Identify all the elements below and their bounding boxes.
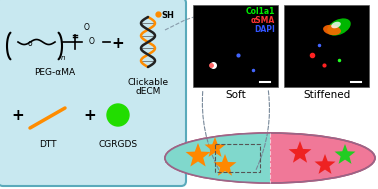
- Polygon shape: [288, 141, 311, 163]
- Text: O: O: [89, 37, 95, 46]
- Text: PEG-αMA: PEG-αMA: [34, 68, 76, 77]
- Polygon shape: [186, 143, 211, 167]
- Text: O: O: [84, 23, 90, 32]
- Text: Clickable: Clickable: [127, 78, 169, 87]
- Ellipse shape: [165, 133, 375, 183]
- Text: dECM: dECM: [135, 87, 161, 96]
- Text: αSMA: αSMA: [251, 16, 275, 25]
- Ellipse shape: [331, 22, 341, 28]
- Text: DAPI: DAPI: [254, 25, 275, 34]
- FancyBboxPatch shape: [0, 0, 186, 186]
- Polygon shape: [314, 154, 335, 174]
- Circle shape: [107, 104, 129, 126]
- Bar: [215, 144, 260, 172]
- Polygon shape: [214, 154, 236, 176]
- Ellipse shape: [165, 133, 375, 183]
- Text: Soft: Soft: [225, 90, 246, 100]
- Text: +: +: [12, 108, 24, 122]
- Text: n: n: [61, 55, 65, 61]
- Text: +: +: [84, 108, 96, 122]
- Ellipse shape: [323, 25, 341, 35]
- Bar: [284, 5, 369, 87]
- Bar: [193, 5, 278, 87]
- Ellipse shape: [327, 18, 351, 36]
- Text: CGRGDS: CGRGDS: [98, 140, 138, 149]
- Polygon shape: [204, 137, 225, 157]
- Text: Col1a1: Col1a1: [246, 7, 275, 16]
- Text: +: +: [112, 36, 124, 50]
- Text: SH: SH: [161, 11, 174, 19]
- Polygon shape: [335, 144, 355, 164]
- Text: DTT: DTT: [39, 140, 57, 149]
- Text: Stiffened: Stiffened: [303, 90, 350, 100]
- Text: o: o: [28, 40, 32, 49]
